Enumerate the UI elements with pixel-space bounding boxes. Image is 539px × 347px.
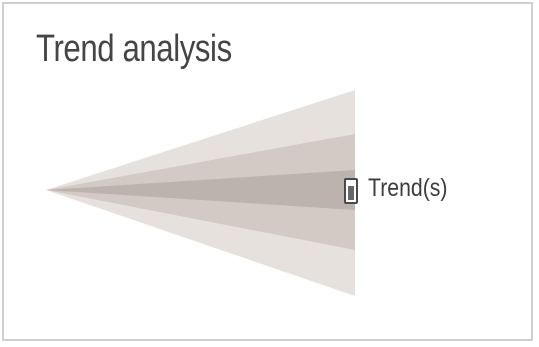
cone-inner-band	[46, 170, 355, 210]
trend-swatch-icon	[344, 178, 358, 204]
diagram-title: Trend analysis	[36, 28, 232, 70]
trend-label: Trend(s)	[368, 174, 448, 202]
